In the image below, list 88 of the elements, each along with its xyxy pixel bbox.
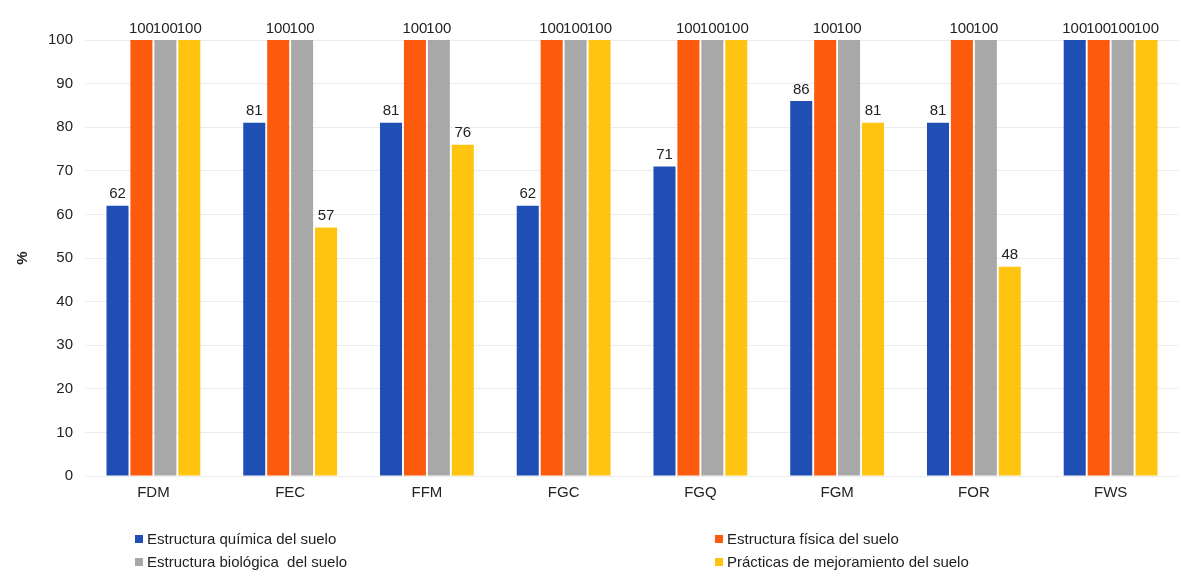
bar	[379, 122, 403, 476]
y-tick-label: 0	[64, 466, 74, 484]
bar	[106, 205, 129, 476]
data-label: 62	[109, 184, 126, 202]
data-label: 76	[454, 123, 472, 141]
bar	[998, 266, 1021, 476]
legend-label: Estructura biológica del suelo	[147, 553, 348, 570]
data-label: 81	[382, 101, 400, 119]
y-axis-title: %	[13, 251, 31, 265]
data-label: 100	[699, 18, 725, 36]
x-tick-label: FDM	[137, 483, 170, 501]
data-label: 48	[1001, 245, 1019, 263]
data-label: 100	[426, 18, 452, 36]
bar	[243, 122, 266, 476]
y-tick-label: 30	[56, 335, 74, 353]
data-label: 100	[128, 18, 154, 36]
y-tick-label: 20	[56, 378, 74, 396]
data-label: 100	[265, 18, 291, 36]
bar	[725, 40, 748, 476]
bar	[838, 40, 861, 476]
legend-label: Estructura química del suelo	[147, 530, 337, 547]
data-label: 100	[836, 18, 862, 36]
data-label: 62	[519, 184, 537, 202]
data-label: 81	[245, 101, 263, 119]
y-tick-label: 40	[56, 291, 74, 309]
bar	[427, 40, 450, 476]
bar	[862, 122, 885, 476]
bar	[291, 40, 314, 476]
bar	[677, 40, 700, 476]
data-label: 57	[317, 206, 335, 224]
data-label: 81	[929, 101, 947, 119]
data-label: 100	[1086, 18, 1112, 36]
data-label: 100	[675, 18, 701, 36]
data-label: 100	[176, 18, 202, 36]
bar	[926, 122, 949, 476]
data-label: 100	[973, 18, 999, 36]
bar	[451, 144, 474, 476]
bar	[315, 227, 338, 476]
x-tick-label: FGQ	[684, 483, 717, 501]
data-label: 100	[1062, 18, 1088, 36]
data-label: 100	[723, 18, 749, 36]
x-tick-label: FGC	[547, 483, 580, 501]
data-label: 100	[949, 18, 975, 36]
legend-label: Estructura física del suelo	[727, 530, 899, 547]
y-tick-label: 90	[56, 73, 74, 91]
y-tick-label: 80	[56, 117, 74, 135]
x-tick-label: FEC	[275, 483, 306, 501]
bar	[403, 40, 426, 476]
data-label: 100	[289, 18, 315, 36]
bar	[1135, 40, 1158, 476]
x-tick-label: FGM	[820, 483, 854, 501]
bar	[1063, 40, 1086, 476]
bar	[1111, 40, 1134, 476]
bar	[540, 40, 563, 476]
data-label: 71	[656, 145, 673, 163]
bar	[588, 40, 611, 476]
bar	[564, 40, 587, 476]
bar	[130, 40, 153, 476]
data-label: 100	[1110, 18, 1136, 36]
data-label: 100	[539, 18, 565, 36]
y-tick-label: 50	[56, 248, 74, 266]
bar	[178, 40, 201, 476]
y-tick-label: 60	[56, 204, 74, 222]
x-tick-label: FWS	[1093, 483, 1128, 501]
bar	[950, 40, 973, 476]
bar	[790, 101, 813, 476]
bar	[814, 40, 837, 476]
bar	[516, 205, 539, 476]
data-label: 100	[563, 18, 589, 36]
x-tick-label: FOR	[958, 483, 990, 501]
y-tick-label: 100	[48, 30, 74, 48]
data-label: 100	[812, 18, 838, 36]
data-label: 100	[152, 18, 178, 36]
bar	[653, 166, 676, 476]
data-label: 86	[792, 79, 810, 97]
bar	[1087, 40, 1110, 476]
data-label: 81	[864, 101, 882, 119]
x-tick-label: FFM	[411, 483, 443, 501]
data-label: 100	[587, 18, 613, 36]
data-label: 100	[1134, 18, 1160, 36]
bar	[701, 40, 724, 476]
bar	[154, 40, 177, 476]
bar	[974, 40, 997, 476]
y-tick-label: 70	[56, 160, 74, 178]
data-label: 100	[402, 18, 428, 36]
legend-label: Prácticas de mejoramiento del suelo	[727, 553, 969, 570]
bar	[267, 40, 290, 476]
y-tick-label: 10	[56, 422, 74, 440]
